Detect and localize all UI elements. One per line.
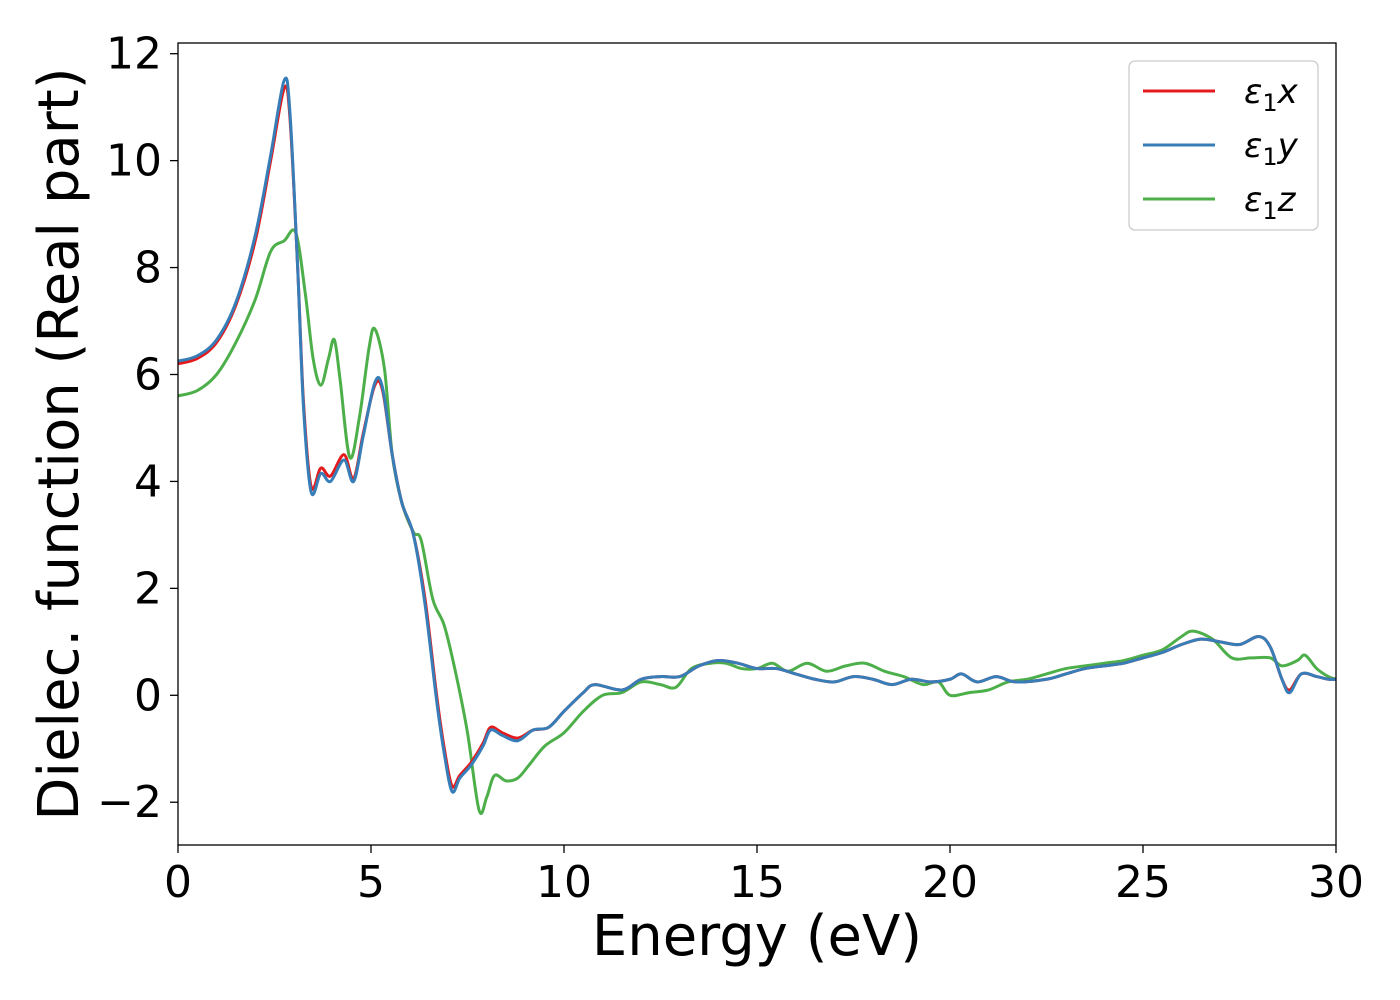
series-line-y — [178, 76, 1336, 794]
x-tick-label: 15 — [729, 857, 785, 908]
x-tick-label: 30 — [1308, 857, 1364, 908]
x-axis-label: Energy (eV) — [592, 904, 922, 969]
legend-label-tail: y — [1277, 126, 1299, 166]
y-tick-label: 12 — [106, 29, 162, 80]
legend-label: ε1y — [1244, 126, 1299, 171]
legend-box — [1128, 60, 1319, 231]
series-line-z — [178, 228, 1336, 815]
x-tick-label: 20 — [922, 857, 978, 908]
y-axis: −2 0 2 4 6 8 10 12 — [97, 29, 178, 828]
legend-label: ε1z — [1244, 180, 1297, 225]
y-tick-label: 10 — [106, 136, 162, 187]
y-tick-label: 8 — [134, 243, 162, 294]
legend-label-base: ε — [1244, 180, 1262, 220]
x-tick-label: 5 — [357, 857, 385, 908]
y-tick-label: 4 — [134, 456, 162, 507]
y-tick-label: −2 — [97, 777, 162, 828]
legend-label-base: ε — [1244, 126, 1262, 166]
series-layer — [178, 76, 1336, 815]
x-tick-label: 10 — [536, 857, 592, 908]
legend-label-subscript: 1 — [1262, 143, 1277, 171]
x-tick-label: 0 — [164, 857, 192, 908]
y-tick-label: 0 — [134, 670, 162, 721]
legend-label-subscript: 1 — [1262, 89, 1277, 117]
y-tick-label: 6 — [134, 349, 162, 400]
legend-label: ε1x — [1244, 72, 1299, 117]
legend-label-subscript: 1 — [1262, 197, 1277, 225]
x-tick-label: 25 — [1115, 857, 1171, 908]
legend-label-tail: z — [1277, 180, 1297, 220]
y-tick-label: 2 — [134, 563, 162, 614]
x-axis: 0 5 10 15 20 25 30 — [164, 845, 1364, 908]
legend-label-base: ε — [1244, 72, 1262, 112]
legend-label-tail: x — [1277, 72, 1299, 112]
y-axis-label: Dielec. function (Real part) — [27, 67, 92, 820]
